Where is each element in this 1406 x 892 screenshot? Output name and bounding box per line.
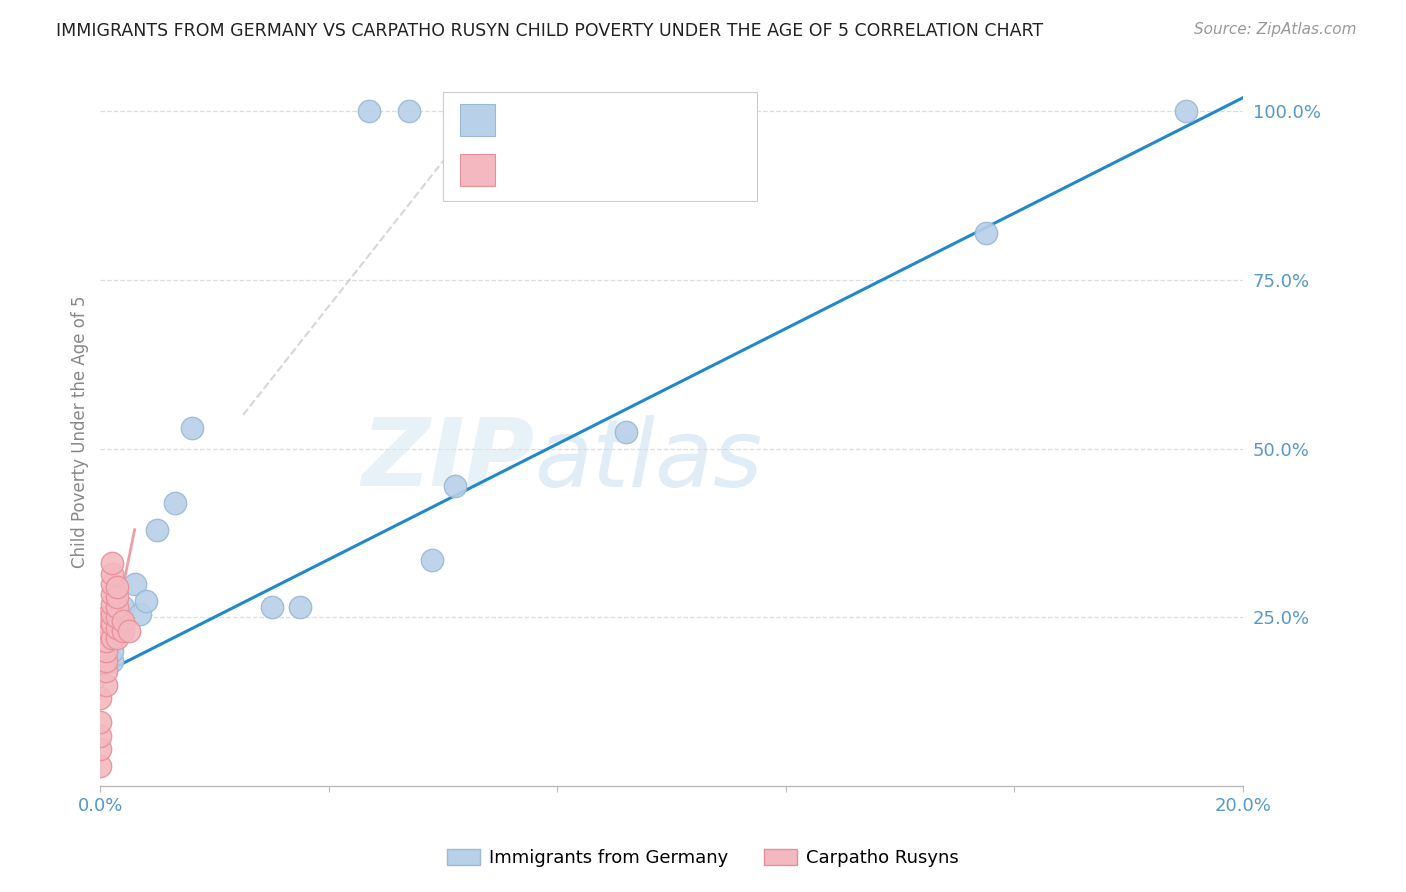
Text: atlas: atlas — [534, 415, 763, 506]
Point — [101, 557, 124, 571]
FancyBboxPatch shape — [460, 104, 495, 136]
Point — [101, 566, 124, 581]
Point — [112, 624, 135, 638]
Point — [101, 631, 124, 645]
FancyBboxPatch shape — [460, 154, 495, 186]
Point — [129, 607, 152, 621]
Point — [101, 597, 124, 611]
Point — [420, 553, 443, 567]
Point — [146, 523, 169, 537]
Point — [94, 621, 117, 635]
Point — [101, 644, 124, 658]
Point — [94, 644, 117, 658]
Point — [398, 104, 420, 119]
Text: R = 0.720   N = 20: R = 0.720 N = 20 — [506, 111, 706, 129]
Point — [107, 624, 129, 638]
Text: ZIP: ZIP — [361, 414, 534, 506]
Point — [107, 621, 129, 635]
Point — [124, 576, 146, 591]
Legend: Immigrants from Germany, Carpatho Rusyns: Immigrants from Germany, Carpatho Rusyns — [440, 841, 966, 874]
Point — [94, 665, 117, 679]
Point — [614, 425, 637, 439]
Point — [107, 590, 129, 604]
Point — [112, 614, 135, 628]
Point — [290, 600, 312, 615]
Point — [89, 742, 111, 756]
Point — [443, 479, 465, 493]
Point — [107, 614, 129, 628]
Point — [94, 654, 117, 668]
Point — [1174, 104, 1197, 119]
Point — [101, 654, 124, 668]
Point — [89, 729, 111, 743]
Point — [107, 580, 129, 594]
Point — [89, 759, 111, 773]
Point — [135, 593, 157, 607]
Point — [101, 576, 124, 591]
Point — [94, 610, 117, 624]
Point — [101, 617, 124, 632]
Point — [94, 678, 117, 692]
Point — [107, 610, 129, 624]
Point — [101, 587, 124, 601]
Y-axis label: Child Poverty Under the Age of 5: Child Poverty Under the Age of 5 — [72, 295, 89, 568]
Point — [94, 648, 117, 662]
Point — [94, 634, 117, 648]
Text: Source: ZipAtlas.com: Source: ZipAtlas.com — [1194, 22, 1357, 37]
Point — [89, 691, 111, 706]
Point — [107, 631, 129, 645]
Point — [163, 496, 186, 510]
Text: IMMIGRANTS FROM GERMANY VS CARPATHO RUSYN CHILD POVERTY UNDER THE AGE OF 5 CORRE: IMMIGRANTS FROM GERMANY VS CARPATHO RUSY… — [56, 22, 1043, 40]
Point — [974, 226, 997, 240]
Point — [94, 634, 117, 648]
Point — [180, 421, 202, 435]
FancyBboxPatch shape — [443, 92, 758, 202]
Point — [260, 600, 283, 615]
Point — [107, 600, 129, 615]
Text: R = 0.377   N = 29: R = 0.377 N = 29 — [506, 162, 706, 181]
Point — [357, 104, 380, 119]
Point — [112, 600, 135, 615]
Point — [89, 714, 111, 729]
Point — [101, 607, 124, 621]
Point — [118, 624, 141, 638]
